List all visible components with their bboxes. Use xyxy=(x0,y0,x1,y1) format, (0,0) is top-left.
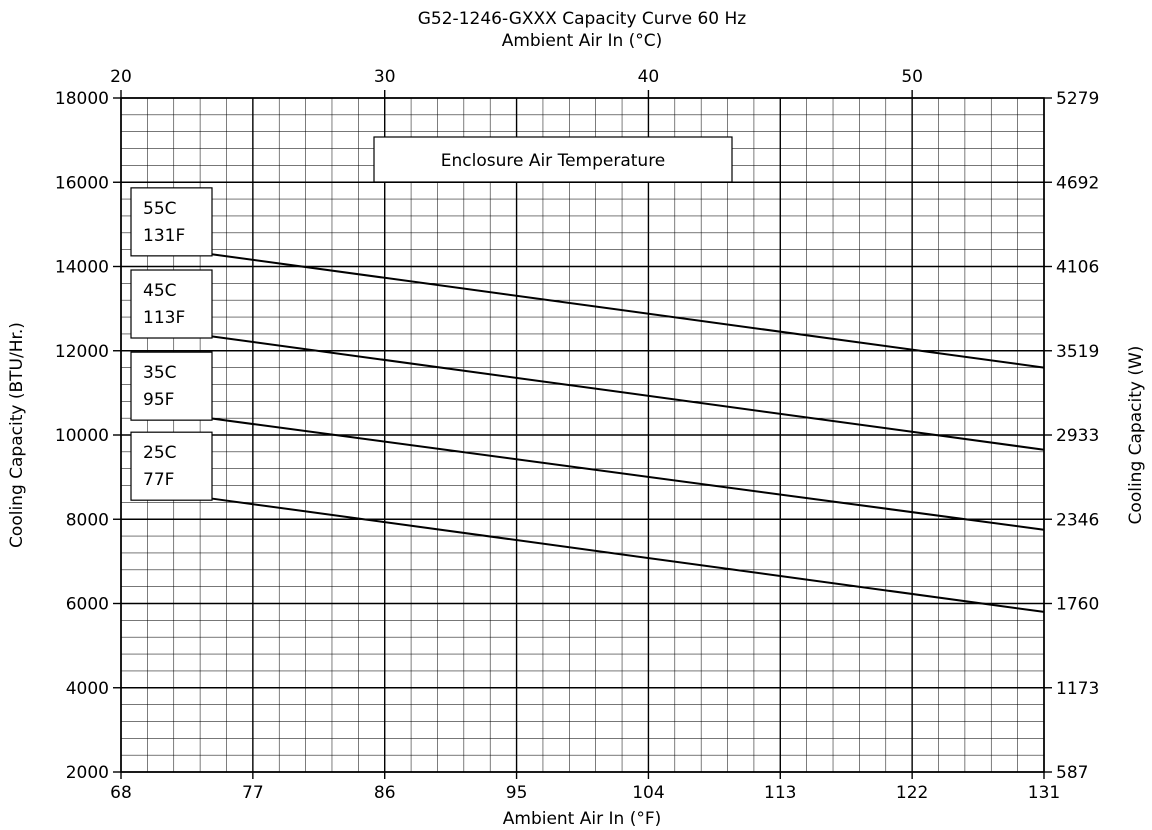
series-label-frame xyxy=(130,431,213,501)
series-lines xyxy=(208,252,1045,613)
series-label-box: 45C 113F xyxy=(130,269,213,339)
y-tick-label: 8000 xyxy=(66,510,109,530)
series-line xyxy=(208,252,1045,369)
y2-tick-label: 4692 xyxy=(1056,173,1099,193)
y-axis-label: Cooling Capacity (BTU/Hr.) xyxy=(7,322,27,548)
annotation-box: Enclosure Air Temperature xyxy=(373,136,733,183)
y2-tick-label: 2346 xyxy=(1056,510,1099,530)
chart-title: G52-1246-GXXX Capacity Curve 60 Hz xyxy=(418,9,747,29)
series-label-frame xyxy=(130,351,213,421)
series-label-text: 35C xyxy=(143,363,177,383)
y-tick-label: 4000 xyxy=(66,679,109,699)
series-label-text: 77F xyxy=(143,470,174,490)
x-tick-label: 77 xyxy=(242,783,264,803)
y2-tick-label: 5279 xyxy=(1056,89,1099,109)
y2-tick-label: 587 xyxy=(1056,763,1088,783)
series-label-box: 55C 131F xyxy=(130,187,213,257)
top-tick-label: 50 xyxy=(901,67,923,87)
y-tick-label: 2000 xyxy=(66,763,109,783)
x-tick-label: 113 xyxy=(764,783,796,803)
series-label-text: 45C xyxy=(143,281,177,301)
series-label-text: 95F xyxy=(143,390,174,410)
y2-tick-label: 2933 xyxy=(1056,426,1099,446)
series-line xyxy=(208,417,1045,531)
y-tick-label: 6000 xyxy=(66,595,109,615)
x-tick-label: 68 xyxy=(110,783,132,803)
series-label-text: 55C xyxy=(143,199,177,219)
series-label-text: 131F xyxy=(143,226,185,246)
y-tick-label: 12000 xyxy=(55,342,109,362)
x-axis-label: Ambient Air In (°F) xyxy=(503,809,662,829)
top-tick-label: 20 xyxy=(110,67,132,87)
y-tick-label: 10000 xyxy=(55,426,109,446)
y2-axis-label: Cooling Capacity (W) xyxy=(1126,346,1146,525)
x-tick-label: 131 xyxy=(1028,783,1060,803)
series-line xyxy=(208,335,1045,451)
y-tick-label: 14000 xyxy=(55,258,109,278)
series-label-text: 113F xyxy=(143,308,185,328)
y-tick-label: 18000 xyxy=(55,89,109,109)
x-tick-label: 95 xyxy=(506,783,528,803)
annotation-text: Enclosure Air Temperature xyxy=(441,151,666,171)
series-label-frame xyxy=(130,187,213,257)
series-label-text: 25C xyxy=(143,443,177,463)
top-tick-label: 40 xyxy=(638,67,660,87)
top-tick-label: 30 xyxy=(374,67,396,87)
y2-tick-label: 4106 xyxy=(1056,258,1099,278)
x-tick-label: 104 xyxy=(632,783,664,803)
series-line xyxy=(208,497,1045,613)
x-tick-label: 86 xyxy=(374,783,396,803)
major-grid xyxy=(120,97,1045,773)
x-tick-label: 122 xyxy=(896,783,928,803)
tick-labels: 68 77 86 95 104 113 122 131 20 30 40 50 2000 587 4000 1… xyxy=(55,67,1099,803)
series-label-frame xyxy=(130,269,213,339)
top-axis-label: Ambient Air In (°C) xyxy=(502,31,663,51)
y2-tick-label: 3519 xyxy=(1056,342,1099,362)
y2-tick-label: 1760 xyxy=(1056,595,1099,615)
y-tick-label: 16000 xyxy=(55,173,109,193)
y2-tick-label: 1173 xyxy=(1056,679,1099,699)
